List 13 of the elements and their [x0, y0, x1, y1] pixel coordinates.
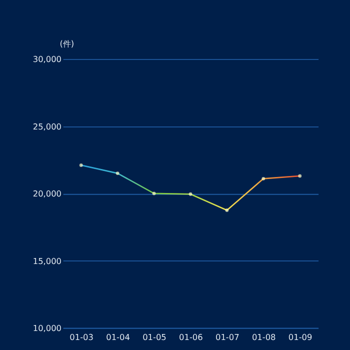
x-tick-label: 01-07	[216, 332, 240, 342]
x-tick-label: 01-03	[70, 332, 94, 342]
y-axis-title: (件)	[60, 38, 74, 49]
y-tick-label: 30,000	[32, 54, 62, 64]
x-tick-label: 01-04	[106, 332, 130, 342]
y-tick-label: 20,000	[32, 188, 62, 199]
x-tick-label: 01-06	[179, 332, 203, 342]
x-tick-label: 01-08	[252, 332, 276, 342]
y-tick-label: 25,000	[32, 121, 62, 132]
x-tick-label: 01-05	[142, 332, 166, 342]
y-tick-label: 10,000	[32, 323, 62, 334]
x-tick-label: 01-09	[288, 332, 312, 342]
y-tick-label: 15,000	[32, 256, 62, 266]
